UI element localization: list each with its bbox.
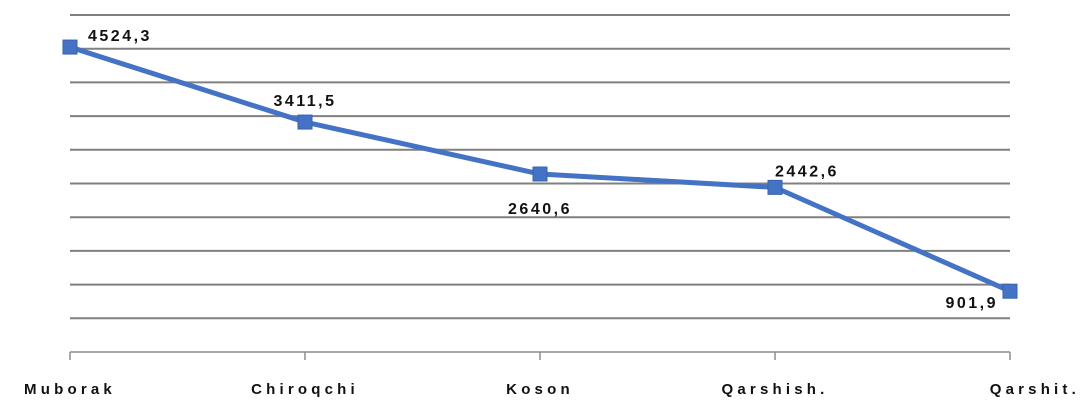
data-point-marker xyxy=(767,179,783,195)
data-label: 4524,3 xyxy=(88,28,152,45)
data-point-marker xyxy=(532,166,548,182)
data-labels: 4524,3 3411,5 2640,6 2442,6 901,9 xyxy=(88,28,998,312)
x-tick-label: Chiroqchi xyxy=(251,381,359,398)
x-tick-label: Qarshit. xyxy=(990,381,1080,398)
gridlines xyxy=(70,14,1010,320)
series-line-segment xyxy=(67,44,308,125)
series-line-segment xyxy=(302,119,543,177)
x-axis xyxy=(69,351,1011,360)
data-point-marker xyxy=(297,114,313,130)
series-line-group xyxy=(67,44,1013,294)
data-label: 2442,6 xyxy=(775,163,839,180)
x-tick-label: Qarshish. xyxy=(722,381,829,398)
series-line-segment xyxy=(537,171,778,190)
data-point-marker xyxy=(62,39,78,55)
series-line-segment xyxy=(772,184,1013,294)
data-point-marker xyxy=(1002,283,1018,299)
data-label: 3411,5 xyxy=(273,93,336,110)
x-tick-label: Muborak xyxy=(24,381,116,398)
x-tick-labels: Muborak Chiroqchi Koson Qarshish. Qarshit. xyxy=(24,381,1080,398)
x-tick-label: Koson xyxy=(506,381,574,398)
data-label: 2640,6 xyxy=(508,201,572,218)
data-label: 901,9 xyxy=(945,295,998,312)
data-markers xyxy=(62,39,1018,299)
